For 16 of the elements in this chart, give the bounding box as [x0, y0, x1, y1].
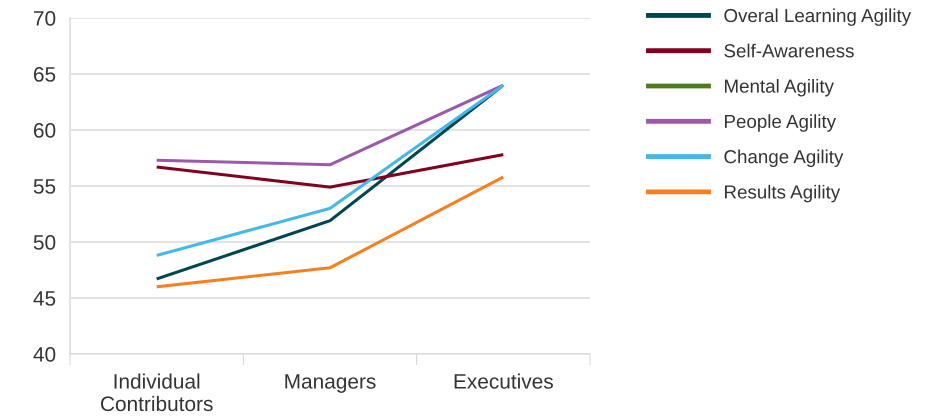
- y-tick-label: 60: [34, 123, 56, 138]
- legend-label: Overal Learning Agility: [724, 8, 912, 26]
- y-tick-label: 55: [34, 179, 56, 194]
- y-tick-label: 40: [33, 347, 56, 362]
- y-tick-label: 45: [33, 291, 56, 306]
- y-tick-label: 70: [34, 11, 56, 26]
- y-tick-label: 65: [34, 67, 56, 82]
- x-tick-label: Individual Contributors: [100, 373, 213, 412]
- legend-label: Change Agility: [724, 150, 844, 168]
- x-tick-label: Managers: [285, 374, 376, 393]
- y-tick-label: 50: [34, 235, 56, 250]
- legend-label: Results Agility: [725, 184, 840, 202]
- legend-label: Mental Agility: [725, 78, 834, 96]
- legend-label: People Agility: [725, 114, 836, 132]
- x-tick-label: Executives: [454, 373, 553, 389]
- legend-label: Self-Awareness: [724, 44, 854, 58]
